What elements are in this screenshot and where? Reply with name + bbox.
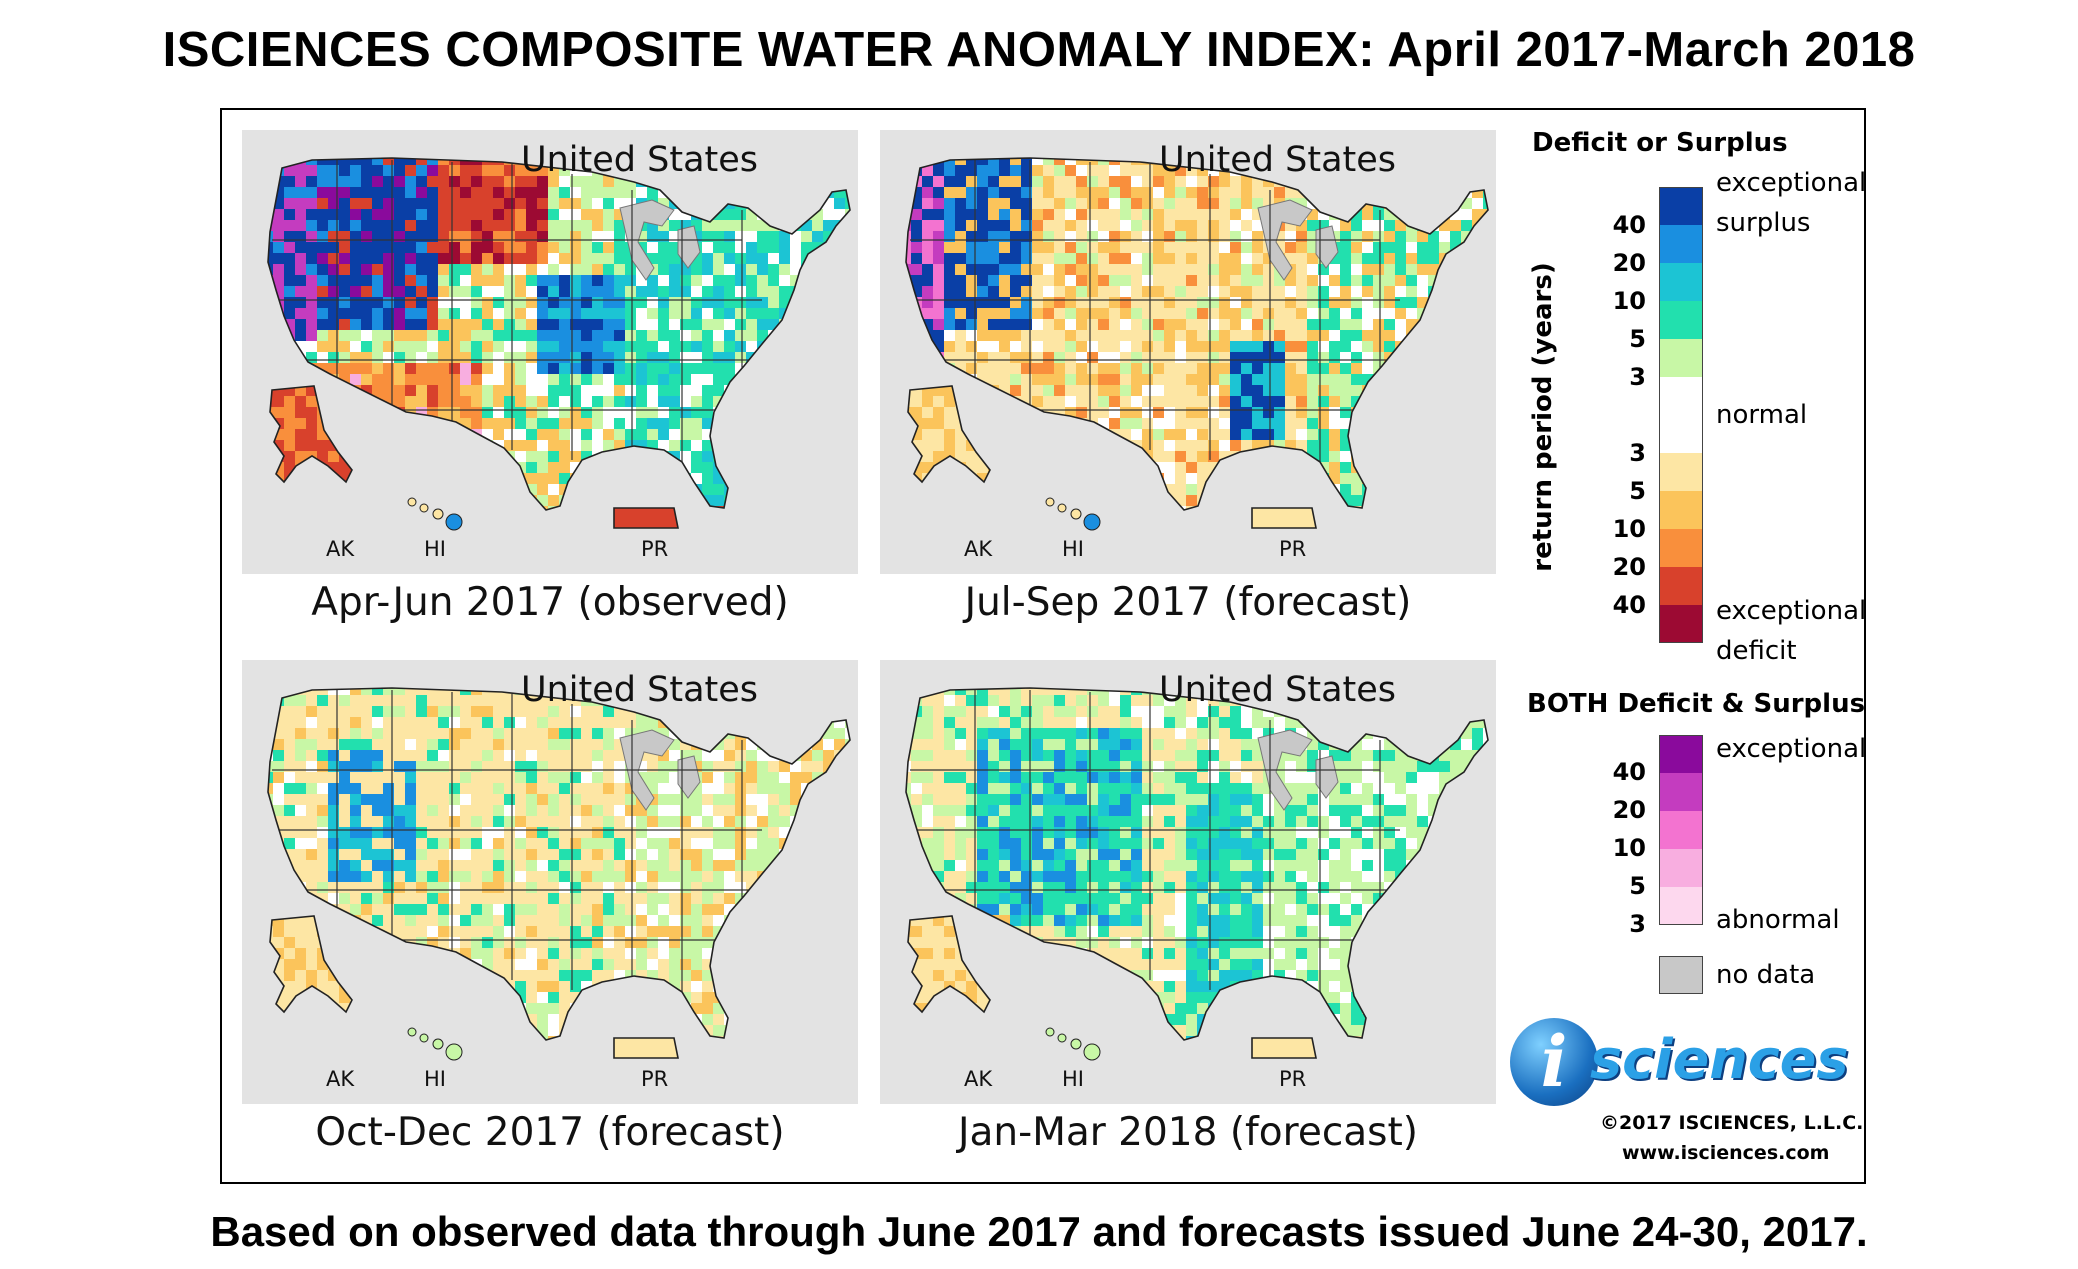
legend-both-tick: 40 — [1612, 758, 1646, 786]
panel-caption: Oct-Dec 2017 (forecast) — [315, 1110, 785, 1155]
legend-exceptional-deficit-label: exceptional — [1716, 596, 1867, 626]
map-panel-jan-mar-2018: United States AK HI PR — [880, 660, 1496, 1104]
legend-both-abnormal-label: abnormal — [1716, 905, 1840, 935]
legend-deficit-surplus-heading: Deficit or Surplus — [1532, 128, 1788, 158]
alaska-label: AK — [964, 537, 993, 561]
copyright-notice: ©2017 ISCIENCES, L.L.C. — [1600, 1112, 1864, 1134]
logo-letter: i — [1540, 1020, 1568, 1103]
alaska-label: AK — [964, 1067, 993, 1091]
alaska-label: AK — [326, 1067, 355, 1091]
legend-deficit-tick: 10 — [1612, 515, 1646, 543]
legend-axis-label: return period (years) — [1528, 262, 1558, 572]
isciences-logo-text: sciences — [1590, 1028, 1849, 1091]
legend-both-heading: BOTH Deficit & Surplus — [1527, 689, 1866, 719]
legend-swatch-surplus-3 — [1659, 263, 1703, 301]
legend-swatch-normal — [1659, 377, 1703, 453]
legend-swatch-no-data — [1659, 956, 1703, 994]
panel-country-label: United States — [521, 140, 759, 180]
legend-both-tick: 20 — [1612, 796, 1646, 824]
legend-deficit-label: deficit — [1716, 636, 1797, 666]
us-map — [267, 157, 851, 531]
panel-caption: Jan-Mar 2018 (forecast) — [958, 1110, 1418, 1155]
legend-deficit-tick: 20 — [1612, 553, 1646, 581]
isciences-logo-icon: i — [1510, 1018, 1598, 1106]
panel-caption: Apr-Jun 2017 (observed) — [311, 580, 789, 625]
puerto-rico-label: PR — [1279, 1067, 1307, 1091]
hawaii-label: HI — [1062, 537, 1084, 561]
legend-surplus-tick: 5 — [1629, 325, 1646, 353]
legend-swatch-surplus-2 — [1659, 225, 1703, 263]
hawaii-label: HI — [1062, 1067, 1084, 1091]
legend-deficit-tick: 40 — [1612, 591, 1646, 619]
legend-swatch-both-2 — [1659, 773, 1703, 811]
map-panel-oct-dec-2017: United States AK HI PR — [242, 660, 858, 1104]
page-title: ISCIENCES COMPOSITE WATER ANOMALY INDEX:… — [162, 23, 1916, 77]
us-map — [267, 687, 851, 1061]
legend-swatch-surplus-4 — [1659, 301, 1703, 339]
legend-swatch-surplus-5 — [1659, 339, 1703, 377]
legend-swatch-surplus-1 — [1659, 187, 1703, 225]
hawaii-label: HI — [424, 537, 446, 561]
puerto-rico-label: PR — [1279, 537, 1307, 561]
legend-swatch-both-5 — [1659, 887, 1703, 925]
legend-surplus-tick: 20 — [1612, 249, 1646, 277]
website-link[interactable]: www.isciences.com — [1622, 1142, 1830, 1164]
legend-swatch-both-4 — [1659, 849, 1703, 887]
legend-both-tick: 5 — [1629, 872, 1646, 900]
legend-surplus-tick: 40 — [1612, 211, 1646, 239]
legend-normal-label: normal — [1716, 400, 1808, 430]
legend-both-exceptional-label: exceptional — [1716, 734, 1867, 764]
legend-swatch-deficit-3 — [1659, 529, 1703, 567]
panel-caption: Jul-Sep 2017 (forecast) — [964, 580, 1412, 625]
legend-exceptional-surplus-label: exceptional — [1716, 168, 1867, 198]
panel-country-label: United States — [521, 670, 759, 710]
legend-surplus-label: surplus — [1716, 208, 1811, 238]
map-panel-apr-jun-2017: United States AK HI PR — [242, 130, 858, 574]
legend-surplus-tick: 3 — [1629, 363, 1646, 391]
legend-both-tick: 3 — [1629, 910, 1646, 938]
legend-swatch-deficit-2 — [1659, 491, 1703, 529]
panel-country-label: United States — [1159, 670, 1397, 710]
map-panel-jul-sep-2017: United States AK HI PR — [880, 130, 1496, 574]
puerto-rico-label: PR — [641, 537, 669, 561]
legend-swatch-deficit-1 — [1659, 453, 1703, 491]
legend-no-data-label: no data — [1716, 960, 1816, 990]
footer-note: Based on observed data through June 2017… — [210, 1208, 1868, 1255]
hawaii-label: HI — [424, 1067, 446, 1091]
legend-swatch-both-1 — [1659, 735, 1703, 773]
legend-deficit-tick: 5 — [1629, 477, 1646, 505]
figure-frame — [220, 108, 1866, 1184]
us-map — [905, 157, 1489, 531]
legend-swatch-both-3 — [1659, 811, 1703, 849]
puerto-rico-label: PR — [641, 1067, 669, 1091]
us-map — [905, 687, 1489, 1061]
alaska-label: AK — [326, 537, 355, 561]
legend-surplus-tick: 10 — [1612, 287, 1646, 315]
legend-swatch-deficit-5 — [1659, 605, 1703, 643]
legend-deficit-tick: 3 — [1629, 439, 1646, 467]
legend-swatch-deficit-4 — [1659, 567, 1703, 605]
legend-both-tick: 10 — [1612, 834, 1646, 862]
panel-country-label: United States — [1159, 140, 1397, 180]
